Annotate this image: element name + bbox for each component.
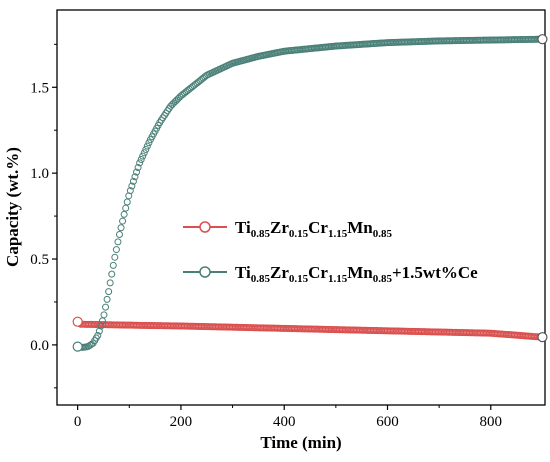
data-point (117, 224, 125, 232)
data-point (103, 295, 111, 303)
data-point (134, 163, 142, 171)
legend-label-part: Zr (270, 263, 289, 282)
data-point (143, 142, 151, 150)
legend-item: Ti0.85Zr0.15Cr1.15Mn0.85+1.5wt%Ce (183, 263, 478, 285)
y-axis-title: Capacity (wt.%) (3, 147, 22, 267)
plot-frame (56, 9, 546, 406)
data-point (114, 238, 122, 246)
data-point (142, 145, 150, 153)
data-point (139, 152, 147, 160)
x-tick-label: 200 (170, 414, 193, 430)
axis-layer: 0 200 400 600 800 0.0 0.5 1.0 1.5 (30, 43, 503, 430)
legend-label-subscript: 0.15 (289, 273, 309, 285)
data-point (140, 149, 148, 157)
data-point (106, 279, 114, 287)
data-point (94, 331, 102, 339)
legend-label-subscript: 0.85 (251, 228, 271, 240)
legend-label-part: Mn (347, 263, 373, 282)
legend-swatch-marker (199, 221, 211, 233)
legend-label-part: Zr (270, 218, 289, 237)
data-point (128, 182, 136, 190)
data-point (129, 177, 137, 185)
data-point (131, 173, 139, 181)
data-point (120, 210, 128, 218)
legend-label: Ti0.85Zr0.15Cr1.15Mn0.85 (235, 218, 392, 240)
series-1 (72, 316, 548, 343)
legend-swatch-marker (199, 266, 211, 278)
data-point (115, 230, 123, 238)
data-point (126, 187, 134, 195)
y-tick-label: 1.0 (30, 166, 49, 182)
data-point (102, 303, 110, 311)
data-point (137, 155, 145, 163)
legend-label-subscript: 0.15 (289, 228, 309, 240)
y-tick-label: 1.5 (30, 80, 49, 96)
x-tick-label: 600 (376, 414, 399, 430)
x-tick-label: 0 (74, 414, 82, 430)
data-point (109, 261, 117, 269)
legend-label-part: Cr (308, 263, 328, 282)
legend-label-part: +1.5wt%Ce (392, 263, 478, 282)
legend-label-subscript: 0.85 (251, 273, 271, 285)
legend-label-part: Ti (235, 218, 251, 237)
legend-label-part: Mn (347, 218, 373, 237)
x-tick-label: 800 (480, 414, 503, 430)
y-tick-label: 0.5 (30, 252, 49, 268)
data-point (123, 198, 131, 206)
data-point (100, 311, 108, 319)
legend-label-part: Ti (235, 263, 251, 282)
data-point (105, 288, 113, 296)
legend-label-subscript: 1.15 (328, 228, 348, 240)
data-point (122, 204, 130, 212)
legend-label-part: Cr (308, 218, 328, 237)
x-tick-label: 400 (273, 414, 296, 430)
data-point (133, 168, 141, 176)
legend-label-subscript: 0.85 (373, 228, 393, 240)
endpoint-marker (537, 332, 548, 343)
y-tick-label: 0.0 (30, 338, 49, 354)
legend-item: Ti0.85Zr0.15Cr1.15Mn0.85 (183, 218, 392, 240)
series-layer (72, 34, 548, 352)
legend-label-subscript: 0.85 (373, 273, 393, 285)
legend: Ti0.85Zr0.15Cr1.15Mn0.85Ti0.85Zr0.15Cr1.… (183, 218, 478, 285)
endpoint-marker (537, 34, 548, 45)
data-point (119, 217, 127, 225)
data-point (108, 270, 116, 278)
legend-label: Ti0.85Zr0.15Cr1.15Mn0.85+1.5wt%Ce (235, 263, 478, 285)
endpoint-marker (72, 316, 83, 327)
x-axis-title: Time (min) (260, 433, 341, 452)
data-point (136, 159, 144, 167)
data-point (112, 246, 120, 254)
data-point (111, 253, 119, 261)
legend-label-subscript: 1.15 (328, 273, 348, 285)
endpoint-marker (72, 341, 83, 352)
series-2 (72, 34, 548, 352)
